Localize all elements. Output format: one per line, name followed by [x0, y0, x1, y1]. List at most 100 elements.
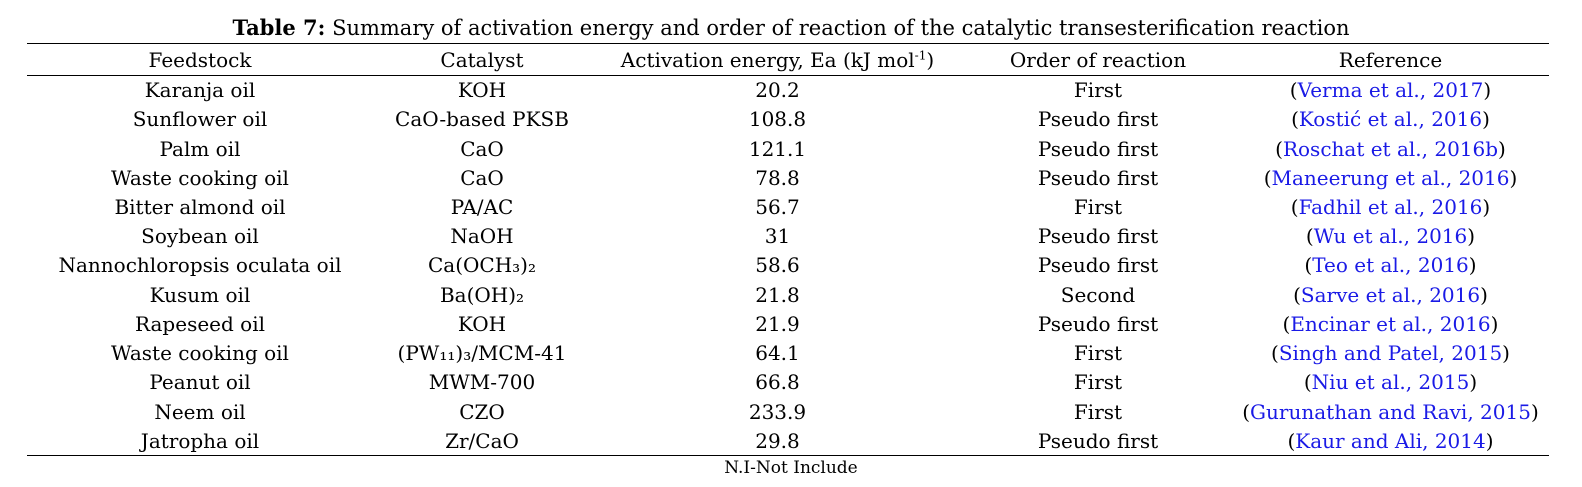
- cell-reference: (Singh and Patel, 2015): [1232, 339, 1549, 368]
- cell-reference: (Kaur and Ali, 2014): [1232, 427, 1549, 456]
- reference-link[interactable]: Niu et al., 2015: [1311, 370, 1470, 395]
- header-catalyst: Catalyst: [440, 48, 524, 72]
- cell-feedstock: Bitter almond oil: [114, 194, 286, 219]
- cell-feedstock: Jatropha oil: [140, 428, 260, 453]
- cell-reference: (Niu et al., 2015): [1232, 368, 1549, 397]
- table-caption-text: Summary of activation energy and order o…: [332, 16, 1350, 40]
- reference-link[interactable]: Sarve et al., 2016: [1300, 282, 1481, 307]
- cell-order: Pseudo first: [1037, 428, 1159, 453]
- reference-close-paren: ): [1509, 165, 1518, 190]
- cell-reference: (Maneerung et al., 2016): [1232, 164, 1549, 193]
- header-activation-energy-sup: -1: [914, 48, 927, 63]
- cell-feedstock: Rapeseed oil: [134, 311, 265, 336]
- cell-activation-energy: 64.1: [755, 341, 800, 366]
- cell-catalyst: KOH: [457, 78, 507, 103]
- reference-open-paren: (: [1304, 253, 1313, 278]
- cell-activation-energy: 233.9: [748, 399, 807, 424]
- header-feedstock: Feedstock: [148, 48, 252, 72]
- cell-order: Pseudo first: [1037, 165, 1159, 190]
- header-order: Order of reaction: [1009, 48, 1187, 72]
- reference-link[interactable]: Singh and Patel, 2015: [1278, 341, 1503, 366]
- cell-catalyst: Zr/CaO: [445, 428, 519, 453]
- cell-feedstock: Sunflower oil: [132, 107, 268, 132]
- cell-feedstock: Neem oil: [154, 399, 246, 424]
- table-caption: Table 7: Summary of activation energy an…: [0, 15, 1582, 41]
- reference-link[interactable]: Gurunathan and Ravi, 2015: [1250, 399, 1531, 424]
- cell-order: First: [1073, 341, 1123, 366]
- table-row: Palm oil CaO 121.1 Pseudo first (Roschat et …: [27, 134, 1549, 163]
- table-caption-label: Table 7:: [232, 15, 326, 40]
- cell-activation-energy: 21.8: [755, 282, 800, 307]
- reference-link[interactable]: Roschat et al., 2016b: [1282, 136, 1499, 161]
- reference-link[interactable]: Teo et al., 2016: [1312, 253, 1469, 278]
- cell-catalyst: PA/AC: [450, 194, 514, 219]
- reference-close-paren: ): [1482, 107, 1490, 132]
- cell-catalyst: CZO: [459, 399, 505, 424]
- cell-reference: (Teo et al., 2016): [1232, 251, 1549, 280]
- cell-catalyst: CaO: [460, 165, 504, 190]
- reference-open-paren: (: [1293, 282, 1301, 307]
- cell-feedstock: Soybean oil: [141, 224, 259, 249]
- reference-link[interactable]: Kostić et al., 2016: [1298, 107, 1483, 132]
- cell-order: Pseudo first: [1037, 224, 1159, 249]
- reference-close-paren: ): [1482, 194, 1491, 219]
- cell-catalyst: Ba(OH)₂: [439, 282, 525, 307]
- reference-open-paren: (: [1303, 370, 1312, 395]
- cell-activation-energy: 58.6: [755, 253, 800, 278]
- table-row: Waste cooking oil CaO 78.8 Pseudo first (Man…: [27, 164, 1549, 193]
- reference-close-paren: ): [1498, 136, 1506, 161]
- cell-reference: (Roschat et al., 2016b): [1232, 134, 1549, 163]
- cell-reference: (Fadhil et al., 2016): [1232, 193, 1549, 222]
- reference-link[interactable]: Wu et al., 2016: [1313, 224, 1468, 249]
- header-activation-energy-suffix: ): [926, 48, 935, 72]
- cell-order: Pseudo first: [1037, 136, 1159, 161]
- reference-link[interactable]: Encinar et al., 2016: [1290, 311, 1491, 336]
- cell-activation-energy: 31: [764, 224, 791, 249]
- cell-reference: (Encinar et al., 2016): [1232, 310, 1549, 339]
- reference-open-paren: (: [1291, 107, 1299, 132]
- cell-activation-energy: 66.8: [755, 370, 800, 395]
- cell-feedstock: Waste cooking oil: [111, 341, 289, 366]
- reference-close-paren: ): [1530, 399, 1539, 424]
- cell-reference: (Wu et al., 2016): [1232, 222, 1549, 251]
- cell-catalyst: MWM-700: [428, 370, 536, 395]
- reference-link[interactable]: Fadhil et al., 2016: [1298, 194, 1483, 219]
- reference-open-paren: (: [1263, 165, 1272, 190]
- table-row: Peanut oil MWM-700 66.8 First (Niu et al., 2…: [27, 368, 1549, 397]
- cell-order: First: [1073, 78, 1123, 103]
- table-row: Nannochloropsis oculata oil Ca(OCH₃)₂ 58.6…: [27, 251, 1549, 280]
- reference-close-paren: ): [1490, 311, 1499, 336]
- reference-close-paren: ): [1480, 282, 1488, 307]
- cell-catalyst: (PW₁₁)₃/MCM-41: [397, 341, 567, 366]
- cell-feedstock: Karanja oil: [144, 78, 256, 103]
- cell-feedstock: Palm oil: [159, 136, 241, 161]
- reference-open-paren: (: [1271, 341, 1279, 366]
- table-row: Bitter almond oil PA/AC 56.7 First (Fadhil e…: [27, 193, 1549, 222]
- header-reference: Reference: [1338, 48, 1443, 72]
- table-row: Rapeseed oil KOH 21.9 Pseudo first (Encinar …: [27, 310, 1549, 339]
- reference-link[interactable]: Kaur and Ali, 2014: [1295, 428, 1486, 453]
- table-row: Neem oil CZO 233.9 First (Gurunathan and Rav…: [27, 397, 1549, 426]
- reference-close-paren: ): [1485, 428, 1494, 453]
- cell-activation-energy: 121.1: [748, 136, 807, 161]
- reference-open-paren: (: [1282, 311, 1291, 336]
- cell-feedstock: Kusum oil: [149, 282, 251, 307]
- reference-open-paren: (: [1275, 136, 1283, 161]
- cell-reference: (Kostić et al., 2016): [1232, 105, 1549, 134]
- cell-catalyst: CaO: [460, 136, 504, 161]
- reference-link[interactable]: Maneerung et al., 2016: [1271, 165, 1510, 190]
- reference-link[interactable]: Verma et al., 2017: [1297, 78, 1484, 103]
- cell-order: First: [1073, 194, 1123, 219]
- table-bottom-rule: [27, 455, 1549, 456]
- header-activation-energy: Activation energy, Ea (kJ mol-1): [591, 44, 964, 76]
- reference-open-paren: (: [1305, 224, 1314, 249]
- table-row: Jatropha oil Zr/CaO 29.8 Pseudo first (Kaur …: [27, 427, 1549, 456]
- table-top-rule: [27, 43, 1549, 44]
- table-row: Waste cooking oil (PW₁₁)₃/MCM-41 64.1 First…: [27, 339, 1549, 368]
- table-header-row: Feedstock Catalyst Activation energy, Ea…: [27, 44, 1549, 76]
- table-header-rule: [27, 75, 1549, 76]
- table-row: Sunflower oil CaO-based PKSB 108.8 Pseudo f…: [27, 105, 1549, 134]
- cell-catalyst: NaOH: [450, 224, 514, 249]
- reference-close-paren: ): [1467, 224, 1476, 249]
- table-footnote: N.I-Not Include: [724, 458, 858, 478]
